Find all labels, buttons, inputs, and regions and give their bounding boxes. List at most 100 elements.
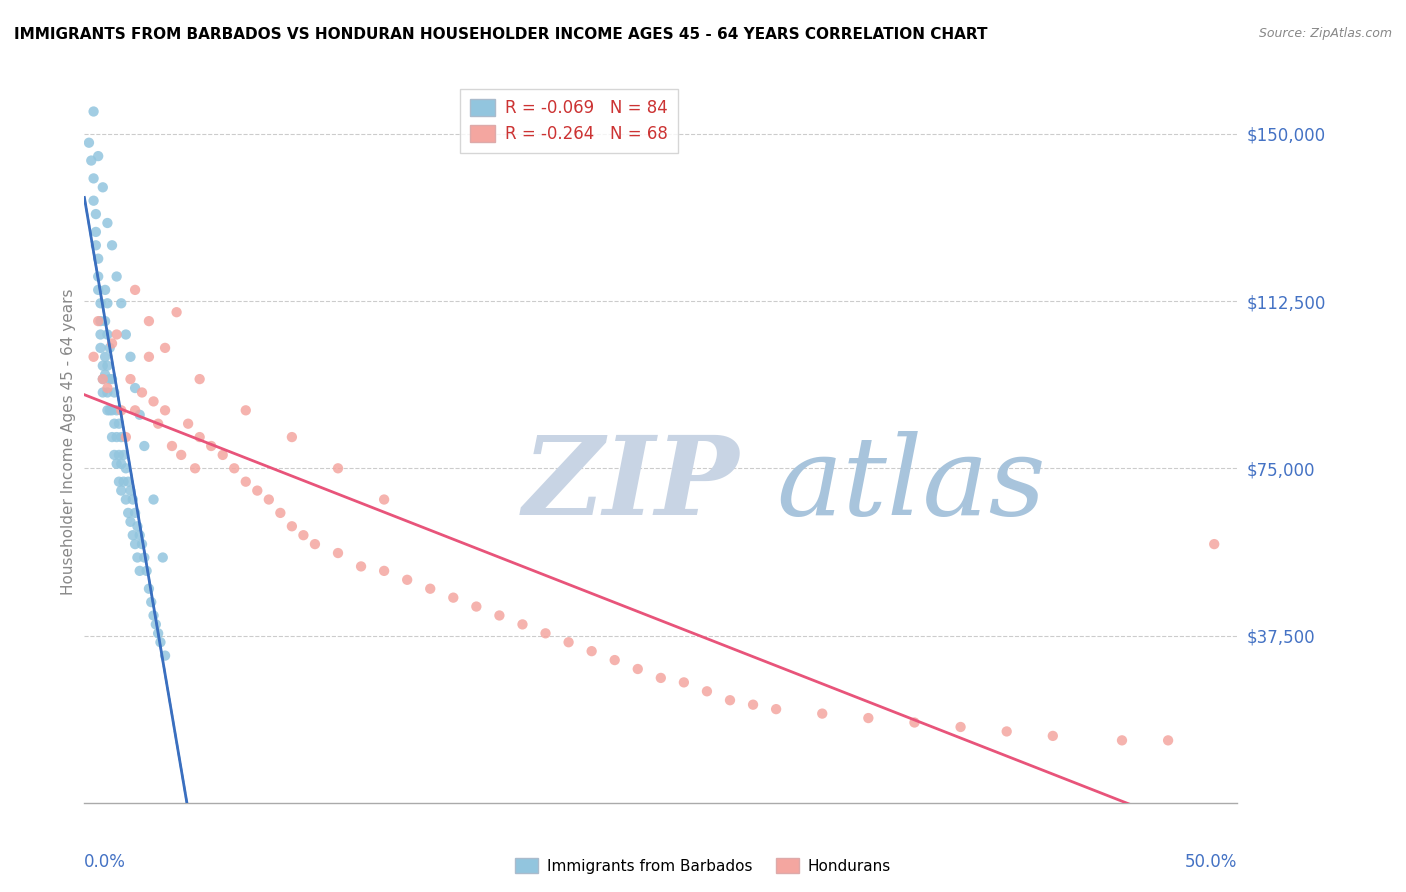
- Point: [120, 372, 142, 386]
- Point: [83, 104, 105, 119]
- Point: [142, 394, 165, 409]
- Point: [627, 662, 650, 676]
- Point: [110, 430, 132, 444]
- Point: [94, 314, 117, 328]
- Point: [87, 149, 110, 163]
- Point: [115, 327, 138, 342]
- Point: [135, 564, 157, 578]
- Point: [138, 582, 160, 596]
- Point: [146, 626, 169, 640]
- Point: [160, 439, 183, 453]
- Point: [96, 381, 118, 395]
- Point: [512, 617, 534, 632]
- Point: [91, 359, 114, 373]
- Point: [146, 417, 169, 431]
- Point: [96, 216, 118, 230]
- Point: [811, 706, 834, 721]
- Point: [696, 684, 718, 698]
- Point: [105, 403, 128, 417]
- Point: [557, 635, 579, 649]
- Point: [96, 385, 118, 400]
- Point: [170, 448, 193, 462]
- Point: [84, 225, 107, 239]
- Point: [373, 492, 395, 507]
- Point: [235, 403, 257, 417]
- Point: [98, 341, 121, 355]
- Point: [94, 283, 117, 297]
- Point: [326, 461, 349, 475]
- Point: [117, 475, 139, 489]
- Point: [77, 136, 100, 150]
- Point: [177, 417, 200, 431]
- Point: [153, 648, 176, 663]
- Point: [142, 608, 165, 623]
- Point: [96, 359, 118, 373]
- Point: [350, 559, 373, 574]
- Point: [441, 591, 464, 605]
- Point: [89, 341, 111, 355]
- Point: [141, 595, 163, 609]
- Point: [120, 350, 142, 364]
- Point: [87, 252, 110, 266]
- Point: [89, 296, 111, 310]
- Point: [124, 381, 146, 395]
- Point: [94, 368, 117, 382]
- Point: [124, 403, 146, 417]
- Point: [373, 564, 395, 578]
- Point: [145, 617, 167, 632]
- Point: [108, 417, 131, 431]
- Point: [488, 608, 510, 623]
- Point: [650, 671, 672, 685]
- Point: [115, 492, 138, 507]
- Point: [103, 448, 125, 462]
- Point: [292, 528, 315, 542]
- Point: [80, 153, 103, 168]
- Point: [1204, 537, 1226, 551]
- Point: [281, 430, 304, 444]
- Point: [105, 327, 128, 342]
- Point: [87, 269, 110, 284]
- Point: [1042, 729, 1064, 743]
- Point: [120, 515, 142, 529]
- Point: [103, 385, 125, 400]
- Point: [858, 711, 880, 725]
- Point: [166, 305, 188, 319]
- Point: [211, 448, 233, 462]
- Point: [101, 372, 124, 386]
- Point: [281, 519, 304, 533]
- Point: [949, 720, 972, 734]
- Point: [184, 461, 207, 475]
- Point: [131, 537, 153, 551]
- Point: [188, 430, 211, 444]
- Point: [96, 327, 118, 342]
- Point: [89, 327, 111, 342]
- Point: [83, 194, 105, 208]
- Point: [105, 269, 128, 284]
- Point: [718, 693, 741, 707]
- Point: [142, 492, 165, 507]
- Point: [83, 171, 105, 186]
- Point: [124, 537, 146, 551]
- Point: [995, 724, 1018, 739]
- Text: 0.0%: 0.0%: [84, 854, 127, 871]
- Point: [115, 461, 138, 475]
- Point: [124, 283, 146, 297]
- Point: [87, 283, 110, 297]
- Point: [84, 207, 107, 221]
- Text: ZIP: ZIP: [523, 431, 740, 539]
- Point: [419, 582, 441, 596]
- Point: [128, 408, 150, 422]
- Legend: Immigrants from Barbados, Hondurans: Immigrants from Barbados, Hondurans: [509, 852, 897, 880]
- Point: [84, 238, 107, 252]
- Point: [83, 350, 105, 364]
- Point: [103, 417, 125, 431]
- Point: [110, 483, 132, 498]
- Point: [138, 350, 160, 364]
- Text: Source: ZipAtlas.com: Source: ZipAtlas.com: [1258, 27, 1392, 40]
- Point: [98, 372, 121, 386]
- Point: [117, 506, 139, 520]
- Point: [134, 439, 156, 453]
- Point: [269, 506, 291, 520]
- Point: [91, 372, 114, 386]
- Point: [131, 385, 153, 400]
